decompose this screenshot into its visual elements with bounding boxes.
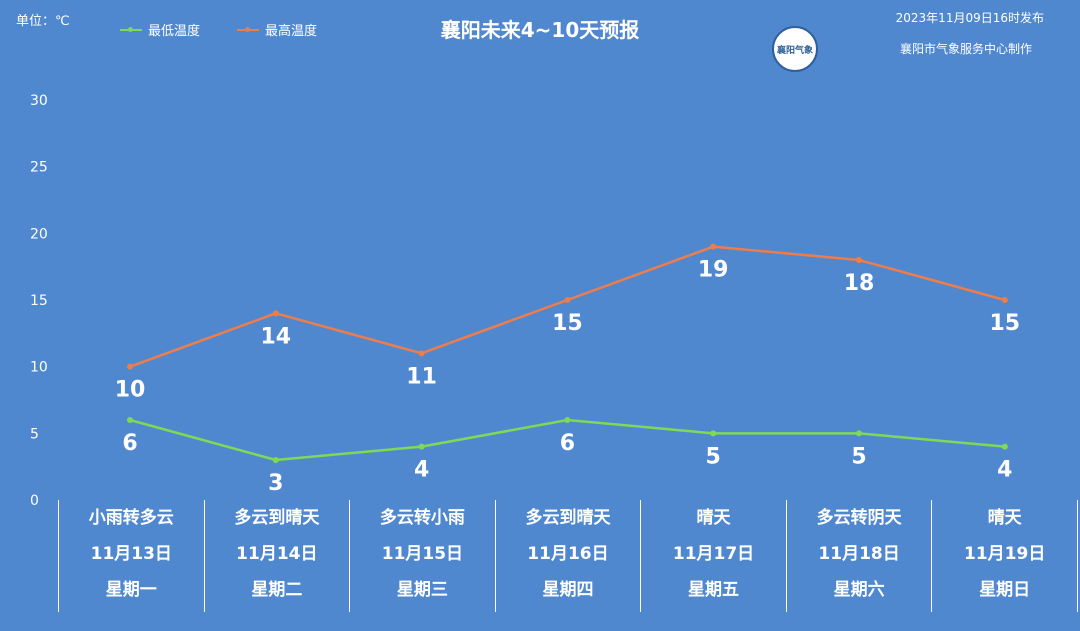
high-temp-label: 15: [552, 311, 583, 336]
high-temp-label: 15: [989, 311, 1020, 336]
forecast-day-cell: 小雨转多云 11月13日 星期一: [58, 500, 205, 612]
date-label: 11月13日: [90, 544, 172, 564]
weekday-label: 星期一: [105, 580, 157, 600]
date-label: 11月14日: [236, 544, 318, 564]
high-temp-label: 11: [406, 364, 437, 389]
publish-time: 2023年11月09日16时发布: [895, 11, 1044, 25]
forecast-day-row: 小雨转多云 11月13日 星期一 多云到晴天 11月14日 星期二 多云转小雨 11月15日星…: [58, 500, 1078, 612]
high-temp-point: [272, 310, 279, 317]
weather-bureau-logo: 襄阳气象: [772, 26, 818, 72]
maker-label: 襄阳市气象服务中心制作: [899, 42, 1032, 56]
date-label: 11月15日: [381, 544, 464, 564]
low-temp-point: [127, 417, 133, 423]
weekday-label: 星期五: [688, 580, 740, 600]
forecast-day-cell: 晴天 11月17日 星期五: [640, 500, 787, 612]
low-temp-label: 4: [997, 458, 1012, 483]
logo-text: 襄阳气象: [776, 45, 813, 56]
chart-title: 襄阳未来4~10天预报: [440, 18, 640, 42]
legend-label-low: 最低温度: [148, 24, 201, 39]
y-tick-label: 20: [30, 226, 48, 242]
weather-label: 小雨转多云: [88, 508, 174, 528]
y-tick-label: 25: [30, 160, 48, 176]
date-label: 11月16日: [527, 544, 609, 564]
unit-label: 单位：℃: [16, 14, 70, 29]
low-temp-label: 6: [122, 431, 137, 456]
high-temp-point: [564, 297, 571, 303]
legend-item-high: 最高温度: [237, 20, 317, 39]
weather-label: 多云到晴天: [525, 508, 611, 528]
weekday-label: 星期三: [396, 580, 448, 600]
legend-label-high: 最高温度: [265, 24, 318, 39]
weather-label: 多云到晴天: [234, 508, 320, 528]
y-axis: 0 5 10 15 20 25 30: [30, 93, 48, 509]
low-temp-label: 3: [268, 471, 283, 496]
low-temp-point: [710, 430, 717, 437]
high-temp-point: [1001, 297, 1008, 303]
high-temp-point: [418, 350, 425, 357]
high-temp-point: [710, 243, 717, 250]
date-label: 11月19日: [964, 544, 1046, 564]
weather-label: 多云转小雨: [379, 508, 465, 528]
low-temp-point: [418, 443, 425, 450]
data-labels: 6 3 4 6 5 5 4 10 14 11 15 19 18 15: [115, 258, 1020, 496]
high-temp-point: [856, 257, 862, 263]
low-temp-point: [272, 457, 279, 463]
high-temp-label: 10: [115, 378, 146, 403]
weekday-label: 星期日: [979, 580, 1031, 600]
high-temp-label: 19: [698, 258, 729, 283]
low-temp-point: [564, 417, 571, 423]
weekday-label: 星期四: [542, 580, 594, 600]
low-temp-swatch: [120, 26, 142, 32]
weather-label: 晴天: [696, 508, 731, 528]
high-temp-label: 14: [260, 324, 291, 349]
weekday-label: 星期二: [251, 580, 303, 600]
low-temp-point: [1001, 443, 1008, 450]
series-lines: [127, 243, 1008, 463]
forecast-day-cell: 多云转小雨 11月15日 星期三: [349, 500, 496, 612]
low-temp-label: 6: [560, 431, 575, 456]
y-tick-label: 15: [30, 293, 48, 309]
low-temp-label: 5: [851, 444, 866, 469]
legend-item-low: 最低温度: [120, 20, 200, 39]
weather-label: 晴天: [987, 508, 1022, 528]
low-temp-point: [856, 430, 862, 437]
y-tick-label: 0: [30, 493, 39, 509]
date-label: 11月18日: [818, 544, 900, 564]
low-temp-label: 5: [706, 444, 721, 469]
high-temp-point: [127, 363, 133, 370]
high-temp-label: 18: [844, 271, 875, 296]
date-label: 11月17日: [672, 544, 755, 564]
forecast-day-cell: 晴天 11月19日 星期日: [931, 500, 1078, 612]
y-tick-label: 30: [30, 93, 48, 109]
low-temp-label: 4: [414, 458, 429, 483]
weather-label: 多云转阴天: [816, 508, 902, 528]
forecast-day-cell: 多云转阴天 11月18日 星期六: [785, 500, 933, 612]
y-tick-label: 5: [30, 426, 39, 442]
forecast-day-cell: 多云到晴天 11月16日 星期四: [494, 500, 642, 612]
y-tick-label: 10: [30, 360, 48, 376]
forecast-day-cell: 多云到晴天 11月14日 星期二: [203, 500, 351, 612]
high-temp-swatch: [237, 26, 259, 32]
weekday-label: 星期六: [833, 580, 885, 600]
forecast-day-table: 小雨转多云 11月13日 星期一 多云到晴天 11月14日 星期二 多云转小雨 11月15日星…: [58, 500, 1078, 612]
